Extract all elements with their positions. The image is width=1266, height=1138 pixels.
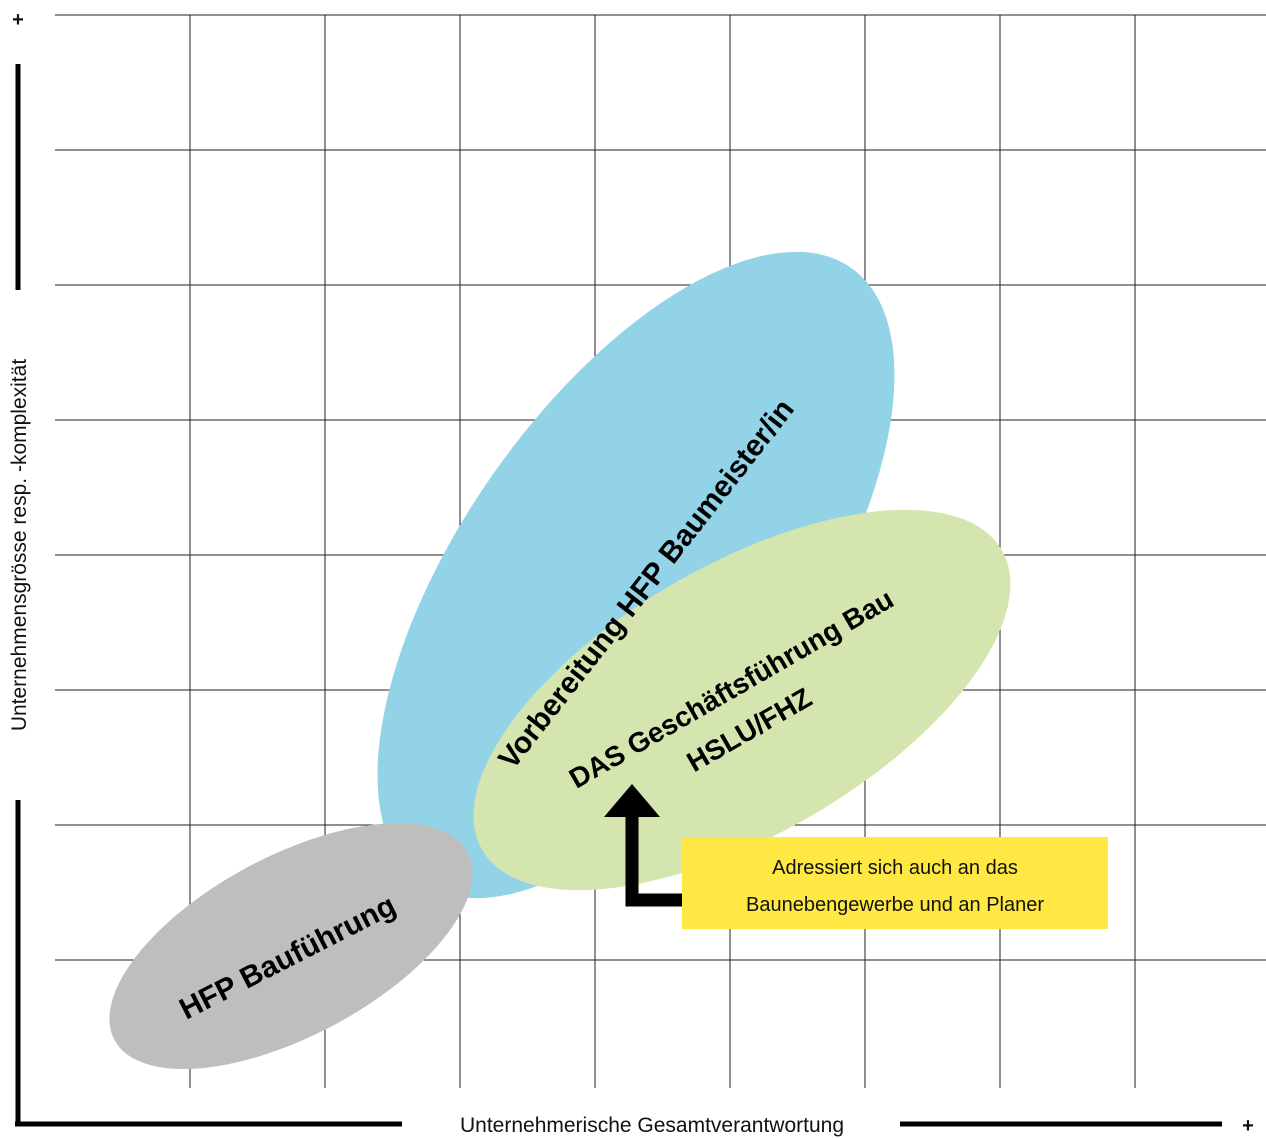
callout-background <box>682 837 1108 929</box>
x-axis-label: Unternehmerische Gesamtverantwortung <box>460 1114 844 1137</box>
ellipse-hfp-baufuehrung <box>109 822 473 1070</box>
ellipse-das-gf-bau-shape <box>473 509 1011 891</box>
x-axis-plus: + <box>1242 1115 1254 1137</box>
callout-arrow-head <box>604 784 660 817</box>
x-axis: Unternehmerische Gesamtverantwortung + <box>15 1114 1254 1137</box>
callout-arrow-line <box>625 815 686 907</box>
ellipse-das-gf-bau <box>473 509 1011 891</box>
ellipse-hfp-baufuehrung-shape <box>109 822 473 1070</box>
callout-arrow <box>604 784 686 907</box>
callout-box: Adressiert sich auch an das Baunebengewe… <box>682 837 1108 929</box>
callout-line1: Adressiert sich auch an das <box>772 857 1018 879</box>
callout-line2: Baunebengewerbe und an Planer <box>746 894 1044 916</box>
y-axis-plus: + <box>12 9 24 31</box>
y-axis: + Unternehmensgrösse resp. -komplexität <box>8 9 31 1124</box>
y-axis-label: Unternehmensgrösse resp. -komplexität <box>8 359 31 731</box>
